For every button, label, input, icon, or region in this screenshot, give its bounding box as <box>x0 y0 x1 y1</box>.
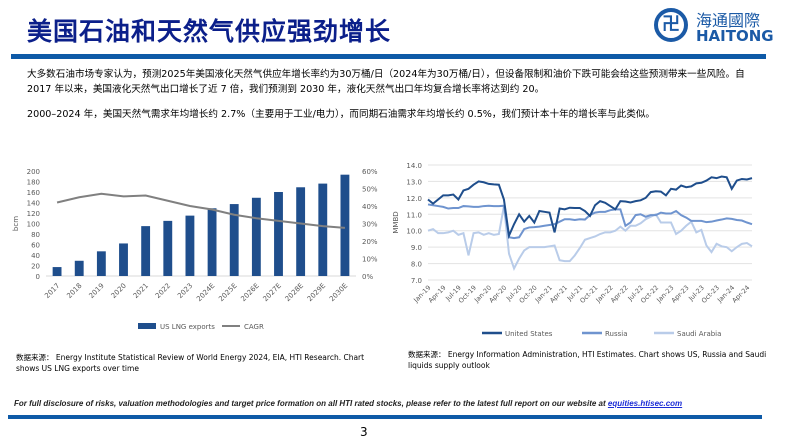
y2-tick-label: 0% <box>362 273 373 281</box>
legend-label-cagr: CAGR <box>244 323 264 331</box>
bar-2030E <box>340 174 350 276</box>
chart2-source: 数据来源： Energy Information Administration,… <box>408 350 767 370</box>
x-tick-label: 2025E <box>217 282 238 303</box>
series-line-united-states <box>427 175 753 240</box>
logo-english-text: HAITONG <box>696 27 774 45</box>
x-tick-label: Apr-21 <box>548 284 569 305</box>
y-tick-label: 14.0 <box>406 162 422 170</box>
x-tick-label: 2028E <box>284 282 305 303</box>
haitong-emblem-icon: 卍 <box>654 8 688 42</box>
y2-tick-label: 20% <box>362 238 378 246</box>
x-tick-label: 2029E <box>306 282 327 303</box>
y-tick-label: 13.0 <box>406 178 422 186</box>
x-tick-label: 2023 <box>176 282 194 300</box>
y-tick-label: 180 <box>27 179 40 187</box>
y-tick-label: 140 <box>27 200 40 208</box>
y-axis-label: MMBD <box>392 211 400 233</box>
lng-exports-chart: 0 20 40 60 80 100 120 140 160 180 200 0% 10% 20% 30% 40… <box>12 168 378 331</box>
y2-tick-label: 10% <box>362 256 378 264</box>
series-line-saudi-arabia <box>427 205 753 272</box>
x-tick-label: 2026E <box>239 282 260 303</box>
disclaimer: For full disclosure of risks, valuation … <box>14 399 682 408</box>
x-tick-label: 2019 <box>88 282 106 300</box>
website-link[interactable]: equities.htisec.com <box>607 399 683 408</box>
y-tick-label: 160 <box>27 189 40 197</box>
bar-2025E <box>229 204 239 276</box>
legend-label: Saudi Arabia <box>677 330 721 338</box>
x-tick-label: 2020 <box>110 282 128 300</box>
x-tick-label: 2018 <box>65 282 83 300</box>
logo-chinese-text: 海通國際 <box>696 11 761 30</box>
x-tick-label: 2030E <box>328 282 349 303</box>
bar-2021 <box>141 226 151 276</box>
y-tick-label: 100 <box>27 221 40 229</box>
cagr-line <box>56 192 346 229</box>
disclaimer-text: For full disclosure of risks, valuation … <box>14 399 608 408</box>
bar-2029E <box>318 183 328 276</box>
y2-tick-label: 30% <box>362 221 378 229</box>
bar-2027E <box>274 192 283 276</box>
y-tick-label: 80 <box>31 231 40 239</box>
x-tick-label: 2022 <box>154 282 172 300</box>
x-tick-label: 2024E <box>195 282 216 303</box>
y-tick-label: 200 <box>27 168 40 176</box>
x-tick-label: Apr-24 <box>731 284 752 305</box>
bar-2018 <box>74 260 84 276</box>
legend-swatch-lng <box>138 323 156 329</box>
y-tick-label: 11.0 <box>406 211 422 219</box>
y-tick-label: 120 <box>27 210 40 218</box>
y2-tick-label: 60% <box>362 168 378 176</box>
paragraph-lng-outlook: 大多数石油市场专家认为，预测2025年美国液化天然气供应年增长率约为30万桶/日… <box>27 69 745 95</box>
bar-2028E <box>296 187 306 276</box>
page-title: 美国石油和天然气供应强劲增长 <box>27 17 392 46</box>
y-tick-label: 8.0 <box>411 261 422 269</box>
legend-label: Russia <box>605 330 628 338</box>
y-tick-label: 60 <box>31 242 40 250</box>
y-tick-label: 40 <box>31 252 40 260</box>
bar-2024E <box>207 208 217 276</box>
y-tick-label: 10.0 <box>406 228 422 236</box>
liquids-supply-chart: 7.08.09.010.011.012.013.014.0MMBDJan-19A… <box>392 162 753 338</box>
y-tick-label: 9.0 <box>411 244 422 252</box>
y2-tick-label: 50% <box>362 186 378 194</box>
bar-2023 <box>185 215 195 276</box>
bar-2017 <box>52 267 62 276</box>
x-tick-label: Apr-20 <box>488 284 509 305</box>
y2-tick-label: 40% <box>362 203 378 211</box>
legend-label-lng: US LNG exports <box>160 323 215 331</box>
bar-2019 <box>96 251 106 276</box>
x-tick-label: 2017 <box>43 282 61 300</box>
y-tick-label: 20 <box>31 263 40 271</box>
x-tick-label: 2021 <box>132 282 150 300</box>
y-tick-label: 0 <box>36 273 40 281</box>
footer-divider <box>8 415 762 419</box>
x-tick-label: Apr-19 <box>427 284 448 305</box>
bar-2026E <box>251 197 261 276</box>
header-divider <box>11 54 766 59</box>
haitong-logo: 卍 海通國際 HAITONG <box>654 6 774 48</box>
legend-label: United States <box>505 330 553 338</box>
x-tick-label: Apr-23 <box>670 284 691 305</box>
x-tick-label: Apr-22 <box>609 284 630 305</box>
paragraph-demand-growth: 2000–2024 年，美国天然气需求年均增长约 2.7%（主要用于工业/电力）… <box>27 109 656 120</box>
y-tick-label: 12.0 <box>406 195 422 203</box>
y-tick-label: 7.0 <box>411 277 422 285</box>
page-number: 3 <box>360 425 368 439</box>
x-tick-label: 2027E <box>262 282 283 303</box>
bar-2022 <box>163 220 173 276</box>
y-axis-label: bcm <box>12 216 20 231</box>
bar-2020 <box>119 243 128 276</box>
chart1-source: 数据来源： Energy Institute Statistical Revie… <box>16 353 365 373</box>
